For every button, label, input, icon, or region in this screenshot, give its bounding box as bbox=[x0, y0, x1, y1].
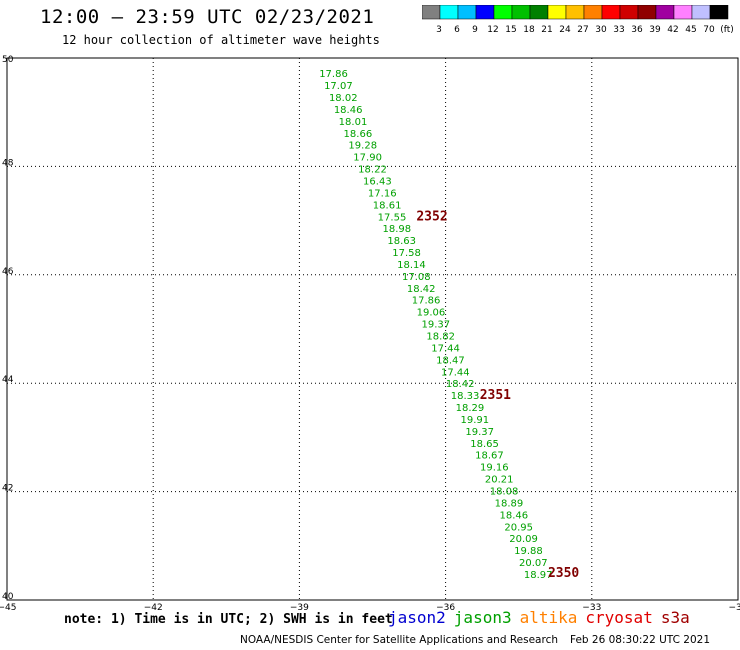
color-scale-label: 45 bbox=[685, 25, 696, 35]
wave-height-value: 18.33 bbox=[451, 391, 480, 402]
pass-time-label: 2351 bbox=[480, 388, 511, 403]
grid-lines bbox=[7, 58, 738, 600]
wave-height-value: 18.66 bbox=[344, 129, 373, 140]
wave-height-value: 19.16 bbox=[480, 463, 509, 474]
satellite-legend: jason2 jason3 altika cryosat s3a bbox=[388, 608, 698, 627]
color-scale-label: 3 bbox=[436, 25, 442, 35]
wave-height-value: 19.37 bbox=[422, 320, 451, 331]
wave-height-value: 17.16 bbox=[368, 188, 397, 199]
wave-height-value: 18.65 bbox=[470, 439, 499, 450]
wave-height-value: 18.67 bbox=[475, 451, 504, 462]
color-scale-label: 12 bbox=[487, 25, 498, 35]
wave-height-value: 18.82 bbox=[426, 332, 455, 343]
color-scale-label: 18 bbox=[523, 25, 535, 35]
wave-height-value: 18.42 bbox=[446, 379, 475, 390]
wave-height-value: 18.22 bbox=[358, 165, 387, 176]
satellite-name-jason3: jason3 bbox=[453, 608, 512, 627]
y-tick-label: 46 bbox=[2, 267, 14, 277]
y-tick-label: 44 bbox=[2, 375, 14, 385]
x-tick-label: −33 bbox=[582, 603, 601, 613]
y-tick-label: 42 bbox=[2, 484, 13, 494]
wave-height-value: 18.98 bbox=[383, 224, 412, 235]
color-scale-label: 33 bbox=[613, 25, 624, 35]
page-subtitle: 12 hour collection of altimeter wave hei… bbox=[62, 33, 380, 47]
color-scale-label: (ft) bbox=[720, 25, 734, 35]
x-tick-label: −45 bbox=[0, 603, 17, 613]
plot-frame bbox=[6, 57, 739, 601]
wave-height-value: 17.86 bbox=[412, 296, 441, 307]
wave-height-value: 18.08 bbox=[490, 487, 519, 498]
wave-height-value: 18.01 bbox=[339, 117, 368, 128]
wave-height-value: 19.06 bbox=[417, 308, 446, 319]
wave-height-value: 17.55 bbox=[378, 212, 407, 223]
wave-height-value: 19.88 bbox=[514, 546, 543, 557]
wave-height-value: 18.47 bbox=[436, 355, 465, 366]
satellite-name-altika: altika bbox=[519, 608, 578, 627]
wave-height-value: 18.42 bbox=[407, 284, 436, 295]
color-scale-label: 9 bbox=[472, 25, 478, 35]
color-scale-label: 30 bbox=[595, 25, 607, 35]
wave-height-value: 17.44 bbox=[441, 367, 470, 378]
wave-height-value: 19.37 bbox=[465, 427, 494, 438]
color-swatch bbox=[709, 5, 729, 20]
color-scale-label: 70 bbox=[703, 25, 715, 35]
color-scale-label: 15 bbox=[505, 25, 516, 35]
satellite-name-jason2: jason2 bbox=[388, 608, 446, 627]
wave-height-value: 20.95 bbox=[504, 522, 533, 533]
y-tick-label: 50 bbox=[2, 55, 14, 65]
wave-height-value: 18.97 bbox=[524, 570, 553, 581]
wave-height-value: 20.09 bbox=[509, 534, 538, 545]
color-scale-label: 39 bbox=[649, 25, 661, 35]
x-tick-label: −42 bbox=[144, 603, 163, 613]
color-scale-label: 24 bbox=[559, 25, 571, 35]
color-scale-label: 27 bbox=[577, 25, 588, 35]
wave-height-value: 17.07 bbox=[324, 81, 353, 92]
wave-height-value: 17.90 bbox=[353, 153, 382, 164]
satellite-name-s3a: s3a bbox=[660, 608, 690, 627]
pass-time-label: 2352 bbox=[416, 209, 447, 224]
x-tick-label: −30 bbox=[729, 603, 740, 613]
color-scale-label: 36 bbox=[631, 25, 643, 35]
wave-height-value: 20.07 bbox=[519, 558, 548, 569]
y-tick-label: 40 bbox=[2, 592, 14, 602]
wave-height-value: 18.02 bbox=[329, 93, 358, 104]
wave-height-value: 17.44 bbox=[431, 343, 460, 354]
satellite-name-cryosat: cryosat bbox=[585, 608, 653, 627]
wave-height-value: 17.86 bbox=[319, 69, 348, 80]
color-scale-label: 21 bbox=[541, 25, 552, 35]
pass-time-label: 2350 bbox=[548, 566, 579, 581]
wave-height-value: 20.21 bbox=[485, 475, 514, 486]
generated-timestamp: Feb 26 08:30:22 UTC 2021 bbox=[570, 634, 710, 646]
color-scale-label: 6 bbox=[454, 25, 460, 35]
wave-height-value: 17.08 bbox=[402, 272, 431, 283]
wave-height-value: 18.46 bbox=[500, 510, 529, 521]
wave-height-value: 17.58 bbox=[392, 248, 421, 259]
x-tick-label: −36 bbox=[436, 603, 455, 613]
page-title: 12:00 – 23:59 UTC 02/23/2021 bbox=[40, 6, 375, 28]
footnote: note: 1) Time is in UTC; 2) SWH is in fe… bbox=[64, 612, 393, 627]
credit-line: NOAA/NESDIS Center for Satellite Applica… bbox=[240, 634, 710, 646]
color-scale-label: 42 bbox=[667, 25, 678, 35]
wave-height-value: 18.61 bbox=[373, 200, 402, 211]
wave-height-value: 18.89 bbox=[495, 498, 524, 509]
wave-height-value: 19.28 bbox=[348, 141, 377, 152]
wave-height-value: 18.63 bbox=[387, 236, 416, 247]
wave-height-value: 19.91 bbox=[461, 415, 490, 426]
credit-text: NOAA/NESDIS Center for Satellite Applica… bbox=[240, 634, 558, 646]
x-tick-label: −39 bbox=[290, 603, 309, 613]
wave-height-value: 16.43 bbox=[363, 176, 392, 187]
wave-height-value: 18.46 bbox=[334, 105, 363, 116]
wave-height-value: 18.29 bbox=[456, 403, 485, 414]
color-scale-legend: 3 6 9 12 15 18 21 24 27 30 33 36 39 42 45 70 (ft) bbox=[422, 5, 734, 35]
wave-height-value: 18.14 bbox=[397, 260, 426, 271]
y-tick-label: 48 bbox=[2, 158, 14, 168]
